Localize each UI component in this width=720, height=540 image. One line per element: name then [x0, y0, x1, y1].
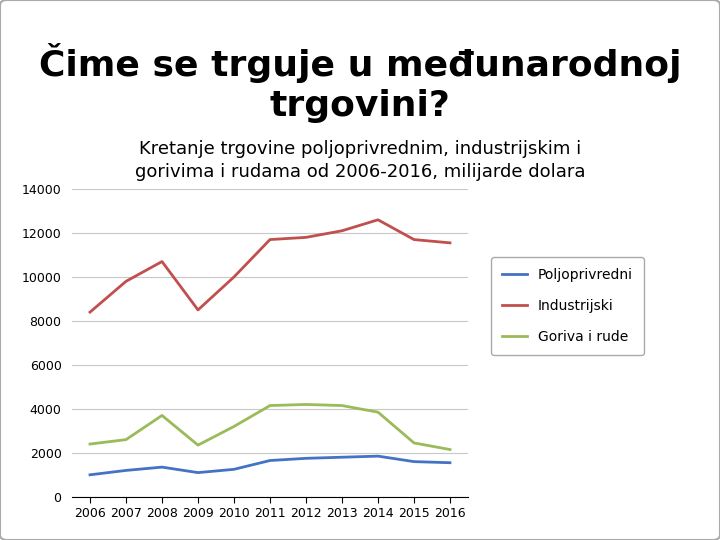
Industrijski: [266, 237, 274, 243]
Industrijski: [230, 274, 238, 280]
Poljoprivredni: [302, 455, 310, 462]
Text: Čime se trguje u međunarodnoj
trgovini?: Čime se trguje u međunarodnoj trgovini?: [39, 43, 681, 123]
Industrijski: [158, 258, 166, 265]
Line: Industrijski: Industrijski: [90, 220, 450, 312]
Text: Kretanje trgovine poljoprivrednim, industrijskim i
gorivima i rudama od 2006-201: Kretanje trgovine poljoprivrednim, indus…: [135, 140, 585, 180]
Poljoprivredni: [230, 466, 238, 472]
Line: Poljoprivredni: Poljoprivredni: [90, 456, 450, 475]
Industrijski: [410, 237, 418, 243]
Poljoprivredni: [194, 469, 202, 476]
Industrijski: [374, 217, 382, 223]
Poljoprivredni: [338, 454, 346, 461]
Goriva i rude: [266, 402, 274, 409]
Line: Goriva i rude: Goriva i rude: [90, 404, 450, 449]
Poljoprivredni: [86, 471, 94, 478]
Poljoprivredni: [266, 457, 274, 464]
Goriva i rude: [446, 446, 454, 453]
Industrijski: [194, 307, 202, 313]
Industrijski: [446, 240, 454, 246]
Goriva i rude: [338, 402, 346, 409]
Goriva i rude: [194, 442, 202, 448]
Poljoprivredni: [374, 453, 382, 460]
Goriva i rude: [230, 423, 238, 430]
Poljoprivredni: [122, 467, 130, 474]
Industrijski: [302, 234, 310, 241]
Goriva i rude: [374, 409, 382, 415]
Goriva i rude: [158, 412, 166, 418]
Industrijski: [122, 278, 130, 285]
Goriva i rude: [122, 436, 130, 443]
Goriva i rude: [410, 440, 418, 446]
Industrijski: [86, 309, 94, 315]
Goriva i rude: [86, 441, 94, 447]
Poljoprivredni: [410, 458, 418, 465]
Industrijski: [338, 227, 346, 234]
Poljoprivredni: [158, 464, 166, 470]
Poljoprivredni: [446, 460, 454, 466]
Goriva i rude: [302, 401, 310, 408]
Legend: Poljoprivredni, Industrijski, Goriva i rude: Poljoprivredni, Industrijski, Goriva i r…: [491, 257, 644, 355]
